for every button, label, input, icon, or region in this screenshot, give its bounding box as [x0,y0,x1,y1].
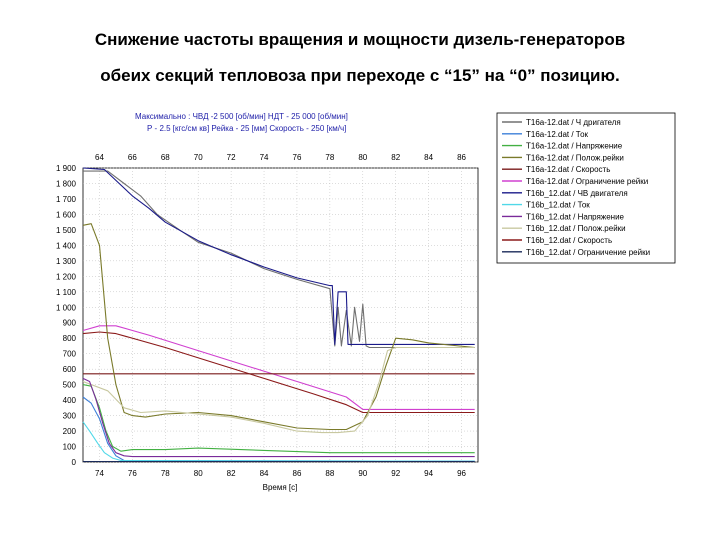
series-line [82,346,475,434]
series-line [82,325,475,410]
y-tick-label: 1 500 [56,226,77,235]
series-line [82,377,475,458]
series-line [83,170,475,349]
x-tick-label-top: 80 [358,153,367,162]
x-tick-label-bottom: 74 [95,469,104,478]
x-tick-label-top: 78 [325,153,334,162]
y-tick-label: 800 [63,334,77,343]
y-tick-label: 900 [63,319,77,328]
y-tick-label: 1 800 [56,179,77,188]
y-tick-label: 400 [63,396,77,405]
x-tick-label-bottom: 80 [194,469,203,478]
chart-title-line-2: обеих секций тепловоза при переходе с “1… [100,66,620,85]
x-tick-label-top: 72 [227,153,236,162]
y-tick-label: 100 [63,443,77,452]
legend-box [496,112,676,264]
chart-header-line-2: Р - 2.5 [кгс/см кв] Рейка - 25 [мм] Скор… [147,124,346,133]
x-tick-label-top: 70 [194,153,203,162]
chart-header-line-1: Максимально : ЧВД -2 500 [об/мин] НДТ - … [135,112,348,121]
grid-layer [82,167,479,463]
legend-label: Т16а-12.dat / Скорость [526,165,610,174]
y-tick-label: 600 [63,365,77,374]
legend-label: Т16b_12.dat / Скорость [526,236,612,245]
legend: Т16а-12.dat / Ч дригателя Т16а-12.dat / Т… [496,112,676,264]
y-tick-label: 200 [63,427,77,436]
legend-label: Т16b_12.dat / Напряжение [526,212,625,221]
x-tick-label-bottom: 76 [128,469,137,478]
y-tick-label: 300 [63,412,77,421]
legend-label: Т16b_12.dat / Ток [526,201,590,210]
series-line [82,167,475,345]
x-tick-label-top: 86 [457,153,466,162]
y-tick-label: 1 200 [56,272,77,281]
x-tick-label-top: 68 [161,153,170,162]
y-tick-label: 700 [63,350,77,359]
x-tick-label-bottom: 78 [161,469,170,478]
y-tick-label: 1 700 [56,195,77,204]
x-tick-label-bottom: 84 [260,469,269,478]
legend-label: Т16а-12.dat / Ограничение рейки [526,177,648,186]
legend-label: Т16b_12.dat / ЧВ двигателя [526,189,628,198]
y-tick-label: 500 [63,381,77,390]
x-tick-label-bottom: 94 [424,469,433,478]
axis-layer: 74 64 76 66 78 68 80 70 82 72 84 74 86 76 88 78 90 80 92 82… [56,153,467,478]
x-tick-label-top: 66 [128,153,137,162]
legend-label: Т16а-12.dat / Полож.рейки [526,153,624,162]
series-line [82,421,475,462]
x-tick-label-bottom: 96 [457,469,466,478]
x-tick-label-top: 82 [391,153,400,162]
y-tick-label: 1 100 [56,288,77,297]
series-line [82,223,475,431]
y-tick-label: 0 [72,458,77,467]
legend-label: Т16b_12.dat / Ограничение рейки [526,248,650,257]
y-tick-label: 1 900 [56,164,77,173]
x-tick-label-bottom: 88 [325,469,334,478]
x-tick-label-top: 84 [424,153,433,162]
chart-title-line-1: Снижение частоты вращения и мощности диз… [94,30,626,49]
y-tick-label: 1 600 [56,210,77,219]
x-tick-label-bottom: 82 [227,469,236,478]
legend-label: Т16а-12.dat / Ток [526,130,589,139]
y-tick-label: 1 000 [56,303,77,312]
x-tick-label-top: 74 [260,153,269,162]
x-tick-label-bottom: 90 [358,469,367,478]
series-line [82,384,475,454]
plot-frame [82,167,479,463]
series-layer [82,167,475,463]
x-tick-label-bottom: 92 [391,469,400,478]
x-tick-label-top: 64 [95,153,104,162]
legend-label: Т16а-12.dat / Напряжение [526,142,623,151]
x-axis-label: Время [с] [263,483,298,492]
legend-label: Т16b_12.dat / Полож.рейки [526,224,626,233]
x-tick-label-top: 76 [293,153,302,162]
y-tick-label: 1 300 [56,257,77,266]
y-tick-label: 1 400 [56,241,77,250]
x-tick-label-bottom: 86 [293,469,302,478]
legend-label: Т16а-12.dat / Ч дригателя [526,118,621,127]
